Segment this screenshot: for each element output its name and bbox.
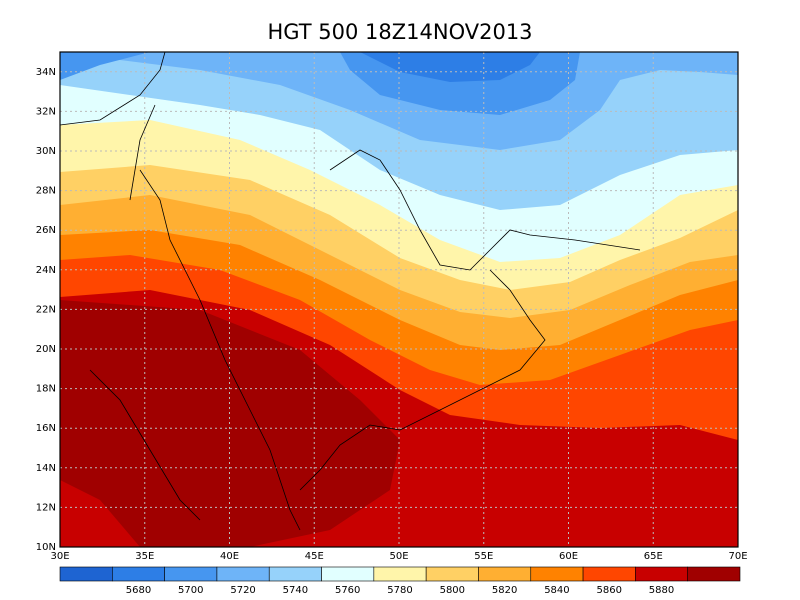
colorbar-box bbox=[478, 566, 532, 582]
coastlines bbox=[59, 51, 641, 531]
lat-label: 10N bbox=[36, 542, 56, 553]
colorbar-label: 5820 bbox=[492, 585, 517, 596]
colorbar-box bbox=[164, 566, 218, 582]
colorbar-box bbox=[321, 566, 375, 582]
lat-label: 34N bbox=[36, 67, 56, 78]
title: HGT 500 18Z14NOV2013 bbox=[267, 20, 532, 44]
lon-label: 55E bbox=[474, 551, 493, 562]
lat-label: 20N bbox=[36, 344, 56, 355]
colorbar-label: 5840 bbox=[544, 585, 569, 596]
map-frame bbox=[59, 51, 739, 548]
colorbar-box bbox=[687, 566, 741, 582]
lat-label: 18N bbox=[36, 384, 56, 395]
colorbar-label: 5760 bbox=[335, 585, 360, 596]
colorbar-box bbox=[635, 566, 688, 582]
colorbar-box bbox=[530, 566, 584, 582]
colorbar-label: 5700 bbox=[178, 585, 203, 596]
colorbar-box bbox=[216, 566, 270, 582]
lat-label: 32N bbox=[36, 106, 56, 117]
colorbar-box bbox=[373, 566, 427, 582]
colorbar-box bbox=[268, 566, 322, 582]
colorbar-box bbox=[582, 566, 636, 582]
colorbar-label: 5860 bbox=[597, 585, 622, 596]
colorbar-label: 5800 bbox=[440, 585, 465, 596]
lat-label: 12N bbox=[36, 502, 56, 513]
lat-label: 22N bbox=[36, 304, 56, 315]
colorbar: 5680 5700 5720 5740 5760 5780 5800 5820 5840 5860… bbox=[59, 566, 741, 596]
band bbox=[360, 52, 540, 82]
colorbar-label: 5780 bbox=[387, 585, 412, 596]
lon-label: 45E bbox=[305, 551, 324, 562]
colorbar-label: 5880 bbox=[649, 585, 674, 596]
axis-labels: 30E 35E 40E 45E 50E 55E 60E 65E 70E 10N 12N 14N 16N 1… bbox=[36, 67, 748, 562]
colorbar-label: 5680 bbox=[126, 585, 151, 596]
colorbar-box bbox=[425, 566, 479, 582]
lon-label: 50E bbox=[389, 551, 408, 562]
lon-label: 70E bbox=[728, 551, 747, 562]
lon-label: 40E bbox=[220, 551, 239, 562]
lat-label: 14N bbox=[36, 463, 56, 474]
lon-label: 60E bbox=[559, 551, 578, 562]
lon-label: 30E bbox=[50, 551, 69, 562]
colorbar-box bbox=[112, 566, 165, 582]
lat-label: 16N bbox=[36, 423, 56, 434]
lon-label: 35E bbox=[135, 551, 154, 562]
lat-label: 28N bbox=[36, 186, 56, 197]
lon-label: 65E bbox=[644, 551, 663, 562]
colorbar-box bbox=[59, 566, 113, 582]
lat-label: 26N bbox=[36, 225, 56, 236]
colorbar-label: 5740 bbox=[283, 585, 308, 596]
colorbar-label: 5720 bbox=[230, 585, 255, 596]
lat-label: 24N bbox=[36, 265, 56, 276]
grid bbox=[60, 52, 738, 547]
lat-label: 30N bbox=[36, 146, 56, 157]
